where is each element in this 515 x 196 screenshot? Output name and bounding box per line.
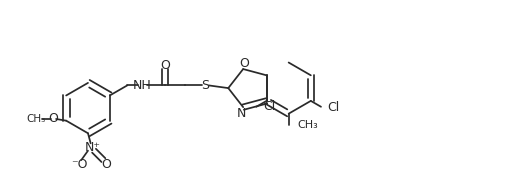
Text: Cl: Cl: [263, 100, 276, 113]
Text: S: S: [201, 79, 210, 92]
Text: O: O: [160, 59, 170, 72]
Text: O: O: [48, 113, 58, 125]
Text: Cl: Cl: [328, 101, 340, 114]
Text: CH₃: CH₃: [26, 114, 46, 124]
Text: CH₃: CH₃: [297, 120, 318, 130]
Text: NH: NH: [133, 79, 152, 92]
Text: ⁻O: ⁻O: [71, 158, 87, 171]
Text: O: O: [239, 57, 249, 70]
Text: N: N: [237, 107, 246, 120]
Text: O: O: [101, 158, 111, 171]
Text: N⁺: N⁺: [84, 141, 100, 154]
